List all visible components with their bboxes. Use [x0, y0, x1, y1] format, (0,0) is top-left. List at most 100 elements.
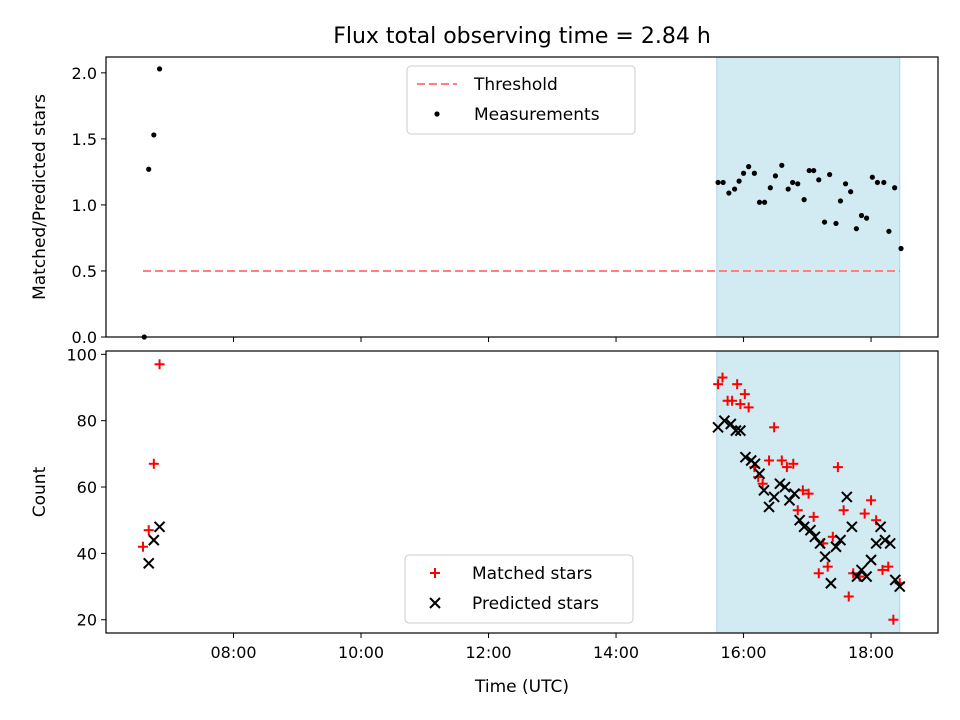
bottom-series0-point-3	[154, 359, 165, 370]
bottom-series0-point-37	[883, 561, 894, 572]
top-y-tick-label-1: 0.5	[72, 262, 97, 281]
bottom-series1-point-7	[734, 424, 747, 437]
bottom-y-tick-label-3: 80	[77, 412, 97, 431]
bottom-legend-swatch-1	[429, 597, 441, 609]
bottom-series1-point-20	[798, 521, 810, 533]
bottom-legend: Matched stars Predicted stars	[404, 554, 634, 624]
bottom-series0-point-14	[757, 478, 768, 489]
top-series1-point-21	[806, 167, 812, 174]
top-legend: Threshold Measurements	[406, 65, 636, 135]
top-series1-point-1	[146, 166, 152, 172]
bottom-series0-point-30	[843, 591, 854, 602]
top-series1-point-36	[886, 228, 892, 234]
bottom-series1-point-1-b	[148, 534, 160, 546]
bottom-series1-point-0-b	[143, 557, 155, 570]
bottom-series0-point-16	[769, 422, 780, 433]
top-series1-point-17	[785, 186, 791, 192]
bottom-series1-point-8	[739, 451, 752, 463]
bottom-series1-point-26	[830, 541, 842, 553]
bottom-series1-point-27-b	[834, 534, 847, 546]
top-series1-point-14	[767, 185, 773, 191]
bottom-series1-point-12	[758, 484, 770, 497]
top-series1-point-13	[761, 199, 768, 205]
bottom-series1-point-24	[819, 550, 831, 563]
bottom-legend-label-1: Predicted stars	[472, 594, 599, 614]
bottom-series1-point-28	[841, 491, 853, 503]
bottom-series0-point-10	[739, 389, 750, 400]
bottom-series0-point-38	[888, 614, 899, 625]
bottom-series1-point-26-b	[830, 541, 842, 553]
bottom-series1-point-5-b	[725, 418, 737, 430]
bottom-series1-point-6-b	[730, 424, 742, 437]
top-series1-point-6	[726, 190, 732, 196]
top-series1-point-4	[715, 179, 721, 186]
top-y-tick-label-3: 1.5	[72, 130, 97, 149]
bottom-series1-point-33-b	[865, 554, 877, 566]
bottom-series1-point-4	[718, 414, 731, 427]
top-series1-point-2	[151, 132, 157, 138]
bottom-series1-point-11-b	[753, 468, 766, 480]
bottom-series1-point-36-b	[879, 534, 891, 546]
bottom-series0-point-20	[792, 505, 803, 516]
bottom-series1-point-36	[879, 534, 891, 546]
bottom-series1-point-31-b	[855, 564, 868, 576]
bottom-series0-point-2	[148, 458, 159, 469]
top-series1-point-32	[863, 215, 870, 221]
bottom-series1-point-32	[860, 570, 873, 583]
bottom-series1-point-31	[855, 564, 868, 576]
bottom-series1-point-22	[809, 531, 821, 543]
top-series1-point-31	[858, 212, 865, 219]
bottom-legend-swatch-1-b	[429, 597, 441, 609]
bottom-series1-point-39	[894, 580, 906, 593]
top-series1-point-11	[751, 170, 757, 176]
top-series1-point-19	[795, 181, 801, 187]
top-series1-point-3	[156, 66, 163, 72]
top-legend-box	[406, 65, 636, 135]
top-highlight-band	[716, 56, 901, 338]
top-series1-point-29	[848, 189, 854, 195]
top-y-tick-label-2: 1.0	[72, 196, 97, 215]
bottom-legend-box	[404, 554, 634, 624]
top-series1-point-30	[853, 226, 859, 232]
top-y-tick-label-0: 0.0	[72, 328, 97, 347]
bottom-series1-point-17-b	[783, 494, 796, 507]
bottom-series0-point-11	[743, 402, 754, 413]
bottom-series1-point-5	[725, 418, 737, 430]
top-legend-swatch-1	[434, 111, 440, 117]
top-axes-frame	[105, 56, 939, 338]
top-series1-point-37	[892, 185, 898, 191]
bottom-series1-point-35-b	[874, 521, 887, 533]
bottom-y-tick-label-4: 100	[66, 345, 97, 364]
bottom-series0-point-33	[859, 508, 870, 519]
top-series1-point-18	[790, 179, 796, 186]
bottom-series1-point-0	[143, 557, 155, 570]
bottom-series1-point-25-b	[825, 577, 837, 589]
top-series1-point-9	[740, 170, 747, 176]
bottom-series1-point-23-b	[814, 537, 826, 550]
top-y-axis-label: Matched/Predicted stars	[30, 94, 50, 300]
bottom-legend-swatch-0	[430, 568, 440, 578]
bottom-series1-point-2	[153, 521, 166, 533]
bottom-series1-point-37-b	[884, 537, 896, 550]
bottom-series0-point-24	[813, 568, 824, 579]
top-series1-point-24	[821, 219, 828, 225]
top-series1-point-33	[869, 174, 875, 180]
top-series1-point-34	[874, 179, 881, 186]
bottom-series1-point-29	[846, 521, 858, 533]
bottom-series1-point-21	[804, 524, 817, 536]
bottom-series1-point-12-b	[758, 484, 770, 497]
top-series1-point-27	[837, 198, 844, 204]
top-series1-point-12	[756, 199, 763, 205]
bottom-series1-point-34-b	[870, 537, 882, 550]
bottom-series0-point-5	[717, 372, 728, 383]
bottom-series0-point-4	[713, 379, 724, 390]
bottom-series1-point-18-b	[788, 487, 801, 500]
bottom-series1-point-23	[814, 537, 826, 550]
x-tick-label-3: 14:00	[593, 643, 639, 662]
bottom-series1-point-16	[779, 481, 791, 493]
bottom-series1-point-4-b	[718, 414, 731, 427]
bottom-series0-point-19	[788, 458, 799, 469]
x-tick-label-2: 12:00	[465, 643, 511, 662]
bottom-series1-point-16-b	[779, 481, 791, 493]
x-tick-label-0: 08:00	[210, 643, 256, 662]
